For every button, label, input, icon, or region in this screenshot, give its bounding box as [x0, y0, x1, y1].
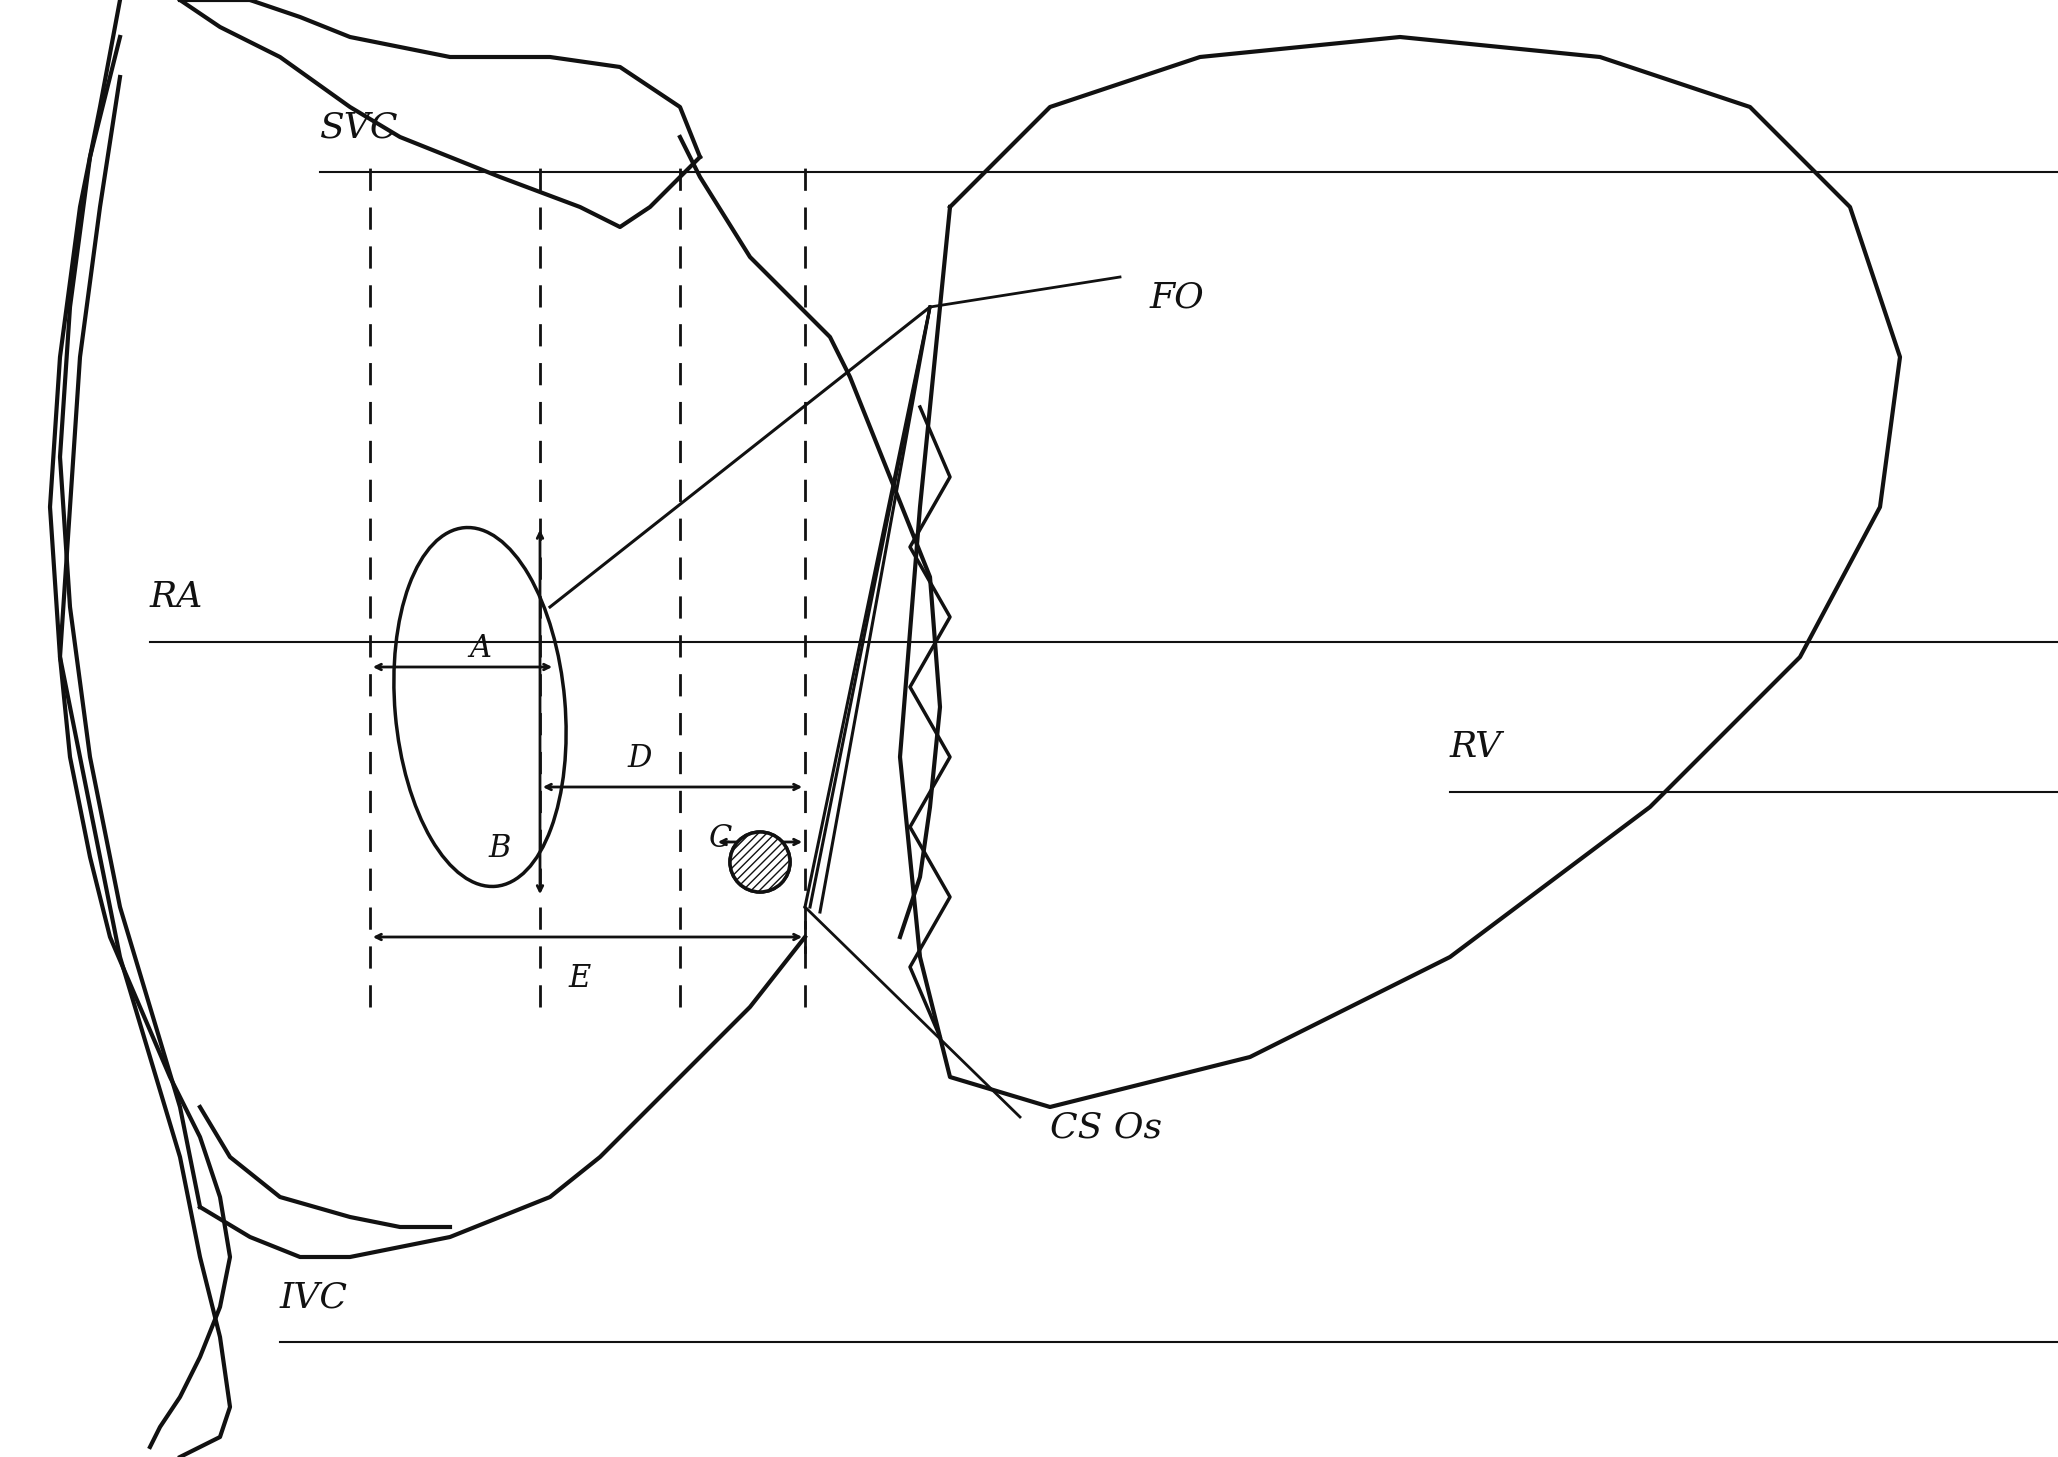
Text: FO: FO	[1150, 280, 1204, 315]
Text: RV: RV	[1451, 730, 1502, 763]
Text: CS Os: CS Os	[1050, 1110, 1163, 1144]
Text: SVC: SVC	[319, 109, 399, 144]
Text: B: B	[490, 833, 510, 864]
Text: D: D	[628, 743, 652, 774]
Circle shape	[731, 832, 790, 892]
Text: IVC: IVC	[280, 1281, 348, 1314]
Text: RA: RA	[150, 580, 204, 613]
Text: C: C	[708, 823, 733, 854]
Text: A: A	[469, 632, 492, 664]
Text: E: E	[568, 963, 591, 994]
Circle shape	[731, 832, 790, 892]
